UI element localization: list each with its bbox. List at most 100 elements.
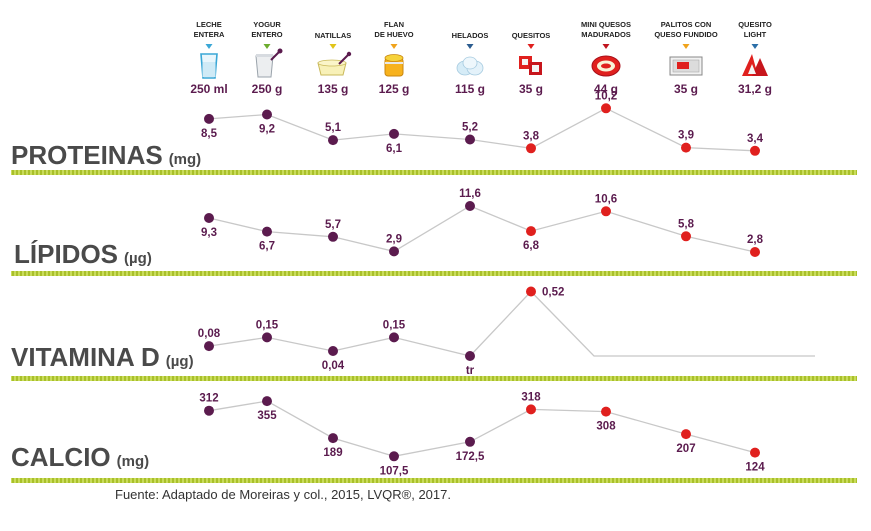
- nutrient-panels: PROTEINAS (mg)8,5 9,2 5,1 6,1 5,2 3,8 10,2 3,9 3,…: [11, 90, 857, 483]
- flan-icon: [384, 54, 404, 77]
- data-point: [389, 451, 399, 462]
- data-point: [204, 113, 214, 124]
- data-point: [601, 206, 611, 217]
- data-point: [204, 405, 214, 416]
- data-point: [262, 332, 272, 343]
- data-point: [526, 286, 536, 297]
- data-label: 0,15: [383, 319, 406, 331]
- pack-icon: [519, 56, 542, 75]
- product-name: PALITOS CON: [661, 20, 712, 29]
- portion-label: 35 g: [674, 82, 698, 96]
- separator-band: [11, 376, 857, 381]
- data-label: 6,8: [523, 240, 540, 252]
- product-name: MINI QUESOS: [581, 20, 631, 29]
- data-point: [526, 226, 536, 237]
- data-point: [465, 201, 475, 211]
- product-marker: [682, 44, 690, 49]
- portion-label: 115 g: [455, 82, 485, 96]
- glass-icon: [200, 53, 218, 79]
- product-marker: [466, 44, 474, 49]
- data-point: [465, 134, 475, 145]
- data-point: [389, 128, 399, 139]
- portion-label: 125 g: [379, 82, 410, 96]
- product-name: FLAN: [384, 20, 404, 29]
- data-label: 0,15: [256, 319, 279, 331]
- separator-band: [11, 271, 857, 276]
- data-point: [601, 103, 611, 114]
- data-point: [204, 213, 214, 223]
- panel-proteinas: PROTEINAS (mg)8,5 9,2 5,1 6,1 5,2 3,8 10,2 3,9 3,…: [11, 90, 857, 175]
- data-point: [328, 346, 338, 356]
- data-point: [204, 341, 214, 352]
- separator-band: [11, 170, 857, 175]
- nutrient-title: LÍPIDOS (µg): [14, 239, 152, 269]
- series-line: [208, 400, 756, 457]
- product-4: HELADOS 115 g: [452, 31, 489, 96]
- data-label: 189: [323, 447, 342, 459]
- portion-label: 35 g: [519, 82, 543, 96]
- product-2: NATILLAS 135 g: [315, 31, 352, 96]
- portion-label: 31,2 g: [738, 82, 772, 96]
- scoops-icon: [456, 56, 484, 76]
- product-name: QUESITOS: [512, 31, 551, 40]
- data-label: 6,7: [259, 241, 275, 253]
- data-label: 0,52: [542, 287, 564, 299]
- product-name: MADURADOS: [581, 30, 631, 39]
- data-point: [681, 429, 691, 440]
- light-icon: [742, 54, 768, 76]
- data-label: 318: [521, 391, 541, 403]
- data-point: [465, 436, 475, 447]
- source-note: Fuente: Adaptado de Moreiras y col., 201…: [115, 487, 451, 502]
- product-name: ENTERO: [251, 30, 282, 39]
- data-point: [389, 246, 399, 257]
- portion-label: 135 g: [318, 82, 349, 96]
- data-label: 308: [596, 421, 616, 433]
- data-label: 5,2: [462, 122, 478, 134]
- data-label: 2,9: [386, 233, 402, 245]
- data-point: [262, 396, 272, 407]
- data-label: 10,2: [595, 90, 617, 102]
- data-label: 355: [257, 410, 277, 422]
- portion-label: 250 g: [252, 82, 283, 96]
- data-label: 10,6: [595, 193, 617, 205]
- tray-icon: [317, 51, 352, 76]
- product-name: HELADOS: [452, 31, 489, 40]
- product-name: QUESITO: [738, 20, 772, 29]
- product-5: QUESITOS 35 g: [512, 31, 551, 96]
- data-label: tr: [466, 365, 475, 377]
- series-line: [208, 107, 756, 152]
- panel-lpidos: LÍPIDOS (µg) 9,3 6,7 5,7 2,9 11,6 6,8 10,6 5,8 2,8: [11, 188, 857, 276]
- data-label: 207: [676, 443, 695, 455]
- data-point: [262, 109, 272, 120]
- data-point: [750, 447, 760, 458]
- data-label: 3,9: [678, 130, 694, 142]
- data-label: 5,7: [325, 219, 341, 231]
- data-point: [750, 247, 760, 257]
- data-label: 0,08: [198, 328, 221, 340]
- data-label: 124: [745, 462, 765, 474]
- data-label: 9,3: [201, 227, 217, 239]
- product-name: LIGHT: [744, 30, 767, 39]
- data-point: [389, 332, 399, 343]
- data-point: [681, 142, 691, 153]
- data-point: [328, 231, 338, 242]
- data-point: [262, 226, 272, 237]
- data-label: 107,5: [380, 465, 409, 477]
- data-label: 8,5: [201, 128, 218, 140]
- data-point: [601, 406, 611, 417]
- product-marker: [751, 44, 759, 49]
- data-point: [681, 231, 691, 242]
- data-label: 172,5: [456, 451, 485, 463]
- product-name: LECHE: [196, 20, 221, 29]
- round-icon: [591, 55, 621, 77]
- data-label: 2,8: [747, 234, 764, 246]
- product-marker: [602, 44, 610, 49]
- series-line: [208, 205, 756, 253]
- data-point: [526, 404, 536, 415]
- nutrient-title: VITAMINA D (µg): [11, 342, 194, 372]
